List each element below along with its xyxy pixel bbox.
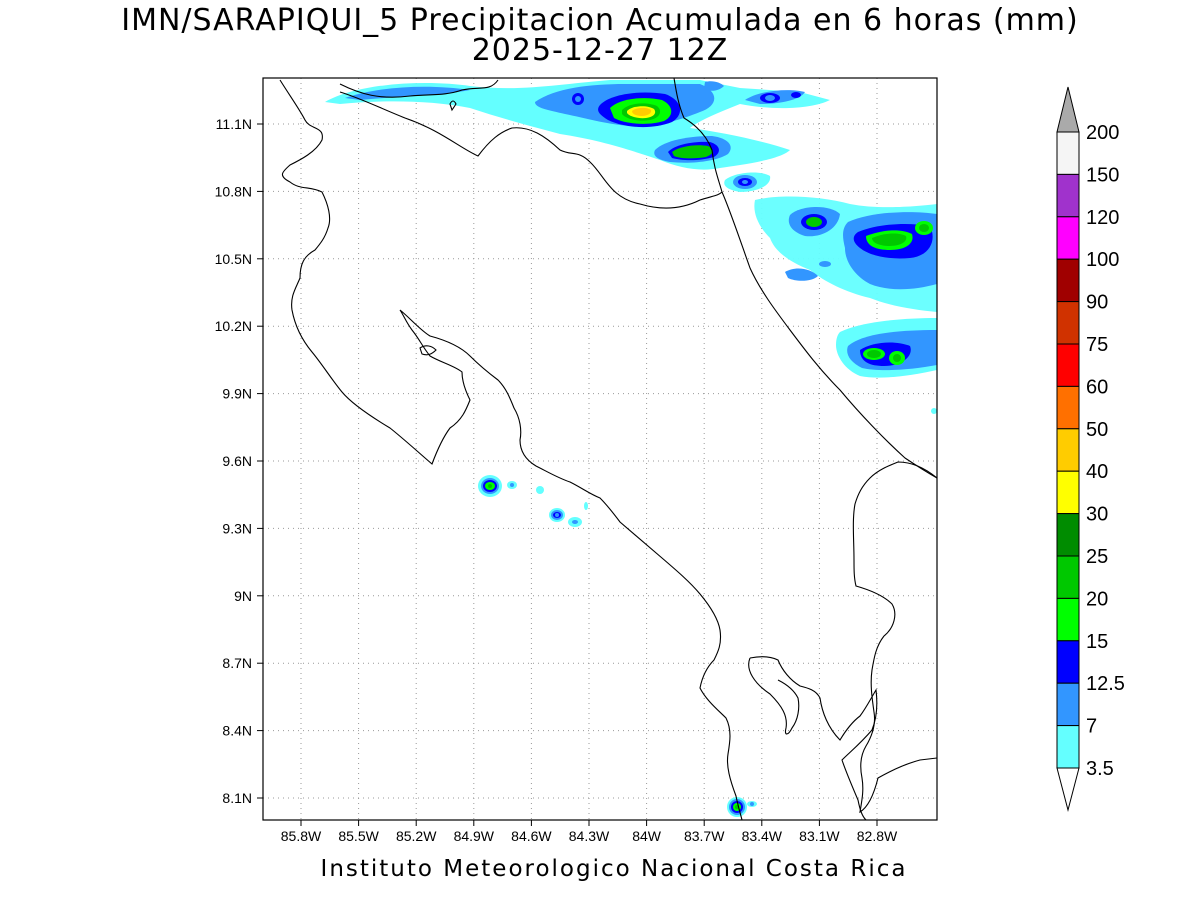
rain-area-pacific	[478, 475, 757, 817]
legend-label: 3.5	[1086, 758, 1114, 780]
x-axis-tick-labels: 85.8W 85.5W 85.2W 84.9W 84.6W 84.3W 84W 83.7W 83…	[281, 820, 898, 844]
legend-color-box	[1056, 173, 1080, 218]
legend-color-box	[1056, 343, 1080, 387]
legend-label: 15	[1086, 631, 1108, 653]
coastline-borders	[279, 78, 937, 820]
nicaragua-lake-coast	[339, 79, 499, 98]
legend-label: 40	[1086, 461, 1108, 483]
y-tick-label: 8.7N	[222, 655, 252, 671]
legend-color-box	[1056, 131, 1080, 175]
y-tick-label: 9.3N	[222, 520, 252, 536]
legend-color-box	[1056, 640, 1080, 684]
legend-label: 100	[1086, 249, 1119, 271]
legend-underflow-triangle	[1056, 767, 1080, 812]
y-tick-label: 10.5N	[215, 251, 252, 267]
legend-label: 200	[1086, 122, 1119, 144]
footer-credit: Instituto Meteorologico Nacional Costa R…	[320, 856, 908, 882]
x-tick-label: 85.5W	[338, 828, 379, 844]
color-legend: 200 150 120 100 90 75 60 50 40 30 25 20 15 12.5 7 3.5	[1056, 86, 1125, 812]
nicoya-gulf-island	[419, 345, 437, 356]
legend-label: 90	[1086, 292, 1108, 314]
legend-color-box	[1056, 258, 1080, 303]
y-tick-label: 9N	[234, 588, 252, 604]
legend-color-box	[1056, 555, 1080, 599]
map-frame	[262, 77, 938, 821]
map-grid	[263, 78, 937, 820]
caribbean-coast	[721, 191, 937, 479]
y-tick-label: 9.9N	[222, 386, 252, 402]
legend-overflow-triangle	[1056, 86, 1080, 133]
x-tick-label: 83.4W	[742, 828, 783, 844]
salinas-bay-island	[449, 100, 457, 112]
legend-label: 20	[1086, 588, 1108, 610]
y-axis-tick-labels: 11.1N 10.8N 10.5N 10.2N 9.9N 9.6N 9.3N 9N 8.7N 8.…	[215, 116, 263, 806]
map-title: IMN/SARAPIQUI_5 Precipitacion Acumulada …	[121, 3, 1079, 38]
x-tick-label: 83.7W	[684, 828, 725, 844]
pacific-coast-north	[279, 79, 743, 820]
legend-color-box	[1056, 725, 1080, 769]
osa-peninsula	[749, 656, 878, 820]
y-tick-label: 10.2N	[215, 318, 252, 334]
legend-color-box	[1056, 597, 1080, 642]
x-tick-label: 83.1W	[799, 828, 840, 844]
legend-color-box	[1056, 301, 1080, 345]
legend-color-box	[1056, 470, 1080, 515]
legend-color-box	[1056, 682, 1080, 727]
y-tick-label: 9.6N	[222, 453, 252, 469]
y-tick-label: 8.4N	[222, 723, 252, 739]
x-tick-label: 84.3W	[569, 828, 610, 844]
y-tick-label: 8.1N	[222, 790, 252, 806]
y-tick-label: 10.8N	[215, 183, 252, 199]
x-tick-label: 84W	[632, 828, 662, 844]
legend-label: 75	[1086, 334, 1108, 356]
panama-border	[852, 461, 937, 814]
x-tick-label: 84.9W	[454, 828, 495, 844]
legend-label: 12.5	[1086, 673, 1125, 695]
legend-label: 30	[1086, 504, 1108, 526]
legend-label: 120	[1086, 207, 1119, 229]
y-tick-label: 11.1N	[216, 116, 252, 132]
x-tick-label: 85.2W	[396, 828, 437, 844]
map-subtitle-datetime: 2025-12-27 12Z	[471, 33, 729, 68]
legend-label: 50	[1086, 419, 1108, 441]
x-tick-label: 82.8W	[857, 828, 898, 844]
legend-color-box	[1056, 385, 1080, 430]
x-tick-label: 84.6W	[511, 828, 552, 844]
legend-color-box	[1056, 428, 1080, 472]
x-tick-label: 85.8W	[281, 828, 322, 844]
golfo-dulce	[748, 657, 800, 735]
legend-label: 7	[1086, 716, 1097, 738]
legend-label: 60	[1086, 376, 1108, 398]
legend-color-box	[1056, 513, 1080, 557]
precipitation-fields	[325, 80, 937, 817]
legend-color-box	[1056, 216, 1080, 260]
legend-label: 150	[1086, 164, 1119, 186]
rain-area-north	[325, 80, 937, 414]
legend-label: 25	[1086, 546, 1108, 568]
nicaragua-border	[339, 78, 723, 209]
